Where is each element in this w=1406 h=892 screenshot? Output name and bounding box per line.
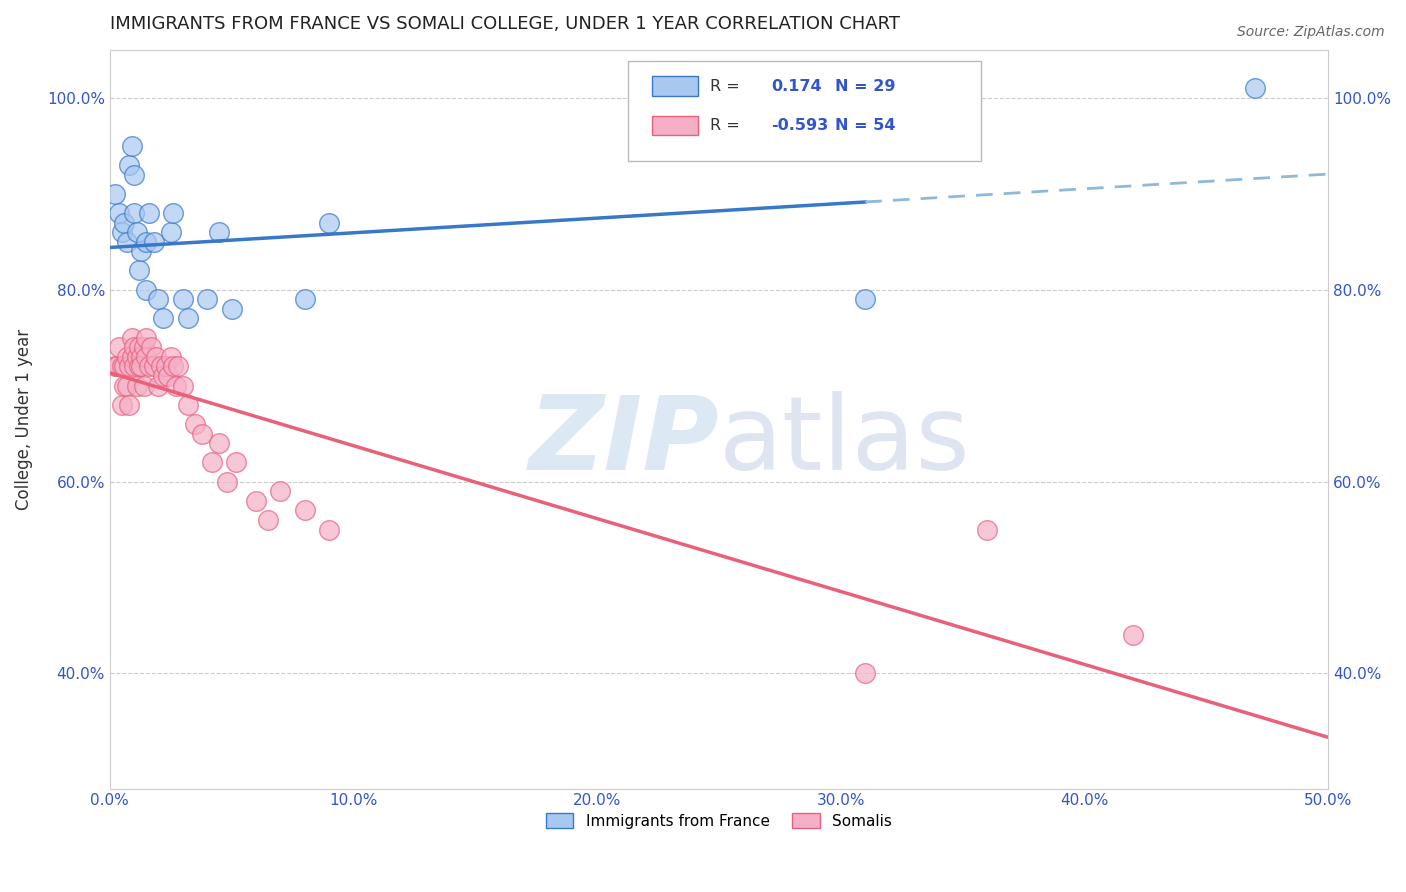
Point [145, 350, 167, 364]
Text: ZIP: ZIP [529, 391, 718, 491]
Point [132, 378, 155, 392]
Point [118, 158, 141, 172]
Point [215, 475, 238, 489]
Point [121, 331, 143, 345]
Point [131, 359, 153, 374]
Point [152, 369, 174, 384]
Text: atlas: atlas [718, 391, 970, 491]
FancyBboxPatch shape [627, 61, 981, 161]
Point [149, 359, 172, 374]
FancyBboxPatch shape [652, 77, 699, 95]
Y-axis label: College, Under 1 year: College, Under 1 year [15, 328, 32, 509]
Point [112, 378, 135, 392]
Point [208, 225, 231, 239]
Point [105, 359, 128, 374]
FancyBboxPatch shape [652, 116, 699, 135]
Point [142, 235, 165, 249]
Point [201, 455, 224, 469]
Point [125, 378, 148, 392]
Text: R =: R = [710, 78, 740, 94]
Point [225, 455, 247, 469]
Point [131, 350, 153, 364]
Point [112, 215, 135, 229]
Point [128, 263, 150, 277]
Point [208, 436, 231, 450]
Text: R =: R = [710, 118, 740, 133]
Point [172, 292, 194, 306]
Point [1244, 81, 1267, 95]
Point [177, 311, 200, 326]
Text: 0.174: 0.174 [772, 78, 823, 94]
Point [104, 359, 127, 374]
Point [155, 359, 177, 374]
Point [125, 350, 148, 364]
Point [125, 225, 148, 239]
Point [138, 206, 160, 220]
Text: IMMIGRANTS FROM FRANCE VS SOMALI COLLEGE, UNDER 1 YEAR CORRELATION CHART: IMMIGRANTS FROM FRANCE VS SOMALI COLLEGE… [110, 15, 900, 33]
Text: N = 29: N = 29 [835, 78, 896, 94]
Point [269, 484, 291, 499]
Point [162, 206, 184, 220]
Point [118, 359, 141, 374]
Point [167, 359, 190, 374]
Point [157, 369, 180, 384]
Point [111, 398, 134, 412]
Point [853, 292, 876, 306]
Point [165, 378, 187, 392]
Point [162, 359, 184, 374]
Point [195, 292, 218, 306]
Point [177, 398, 200, 412]
Point [135, 235, 157, 249]
Point [159, 225, 181, 239]
Point [104, 186, 127, 201]
Point [115, 350, 138, 364]
Point [135, 331, 157, 345]
Point [294, 292, 316, 306]
Point [121, 138, 143, 153]
Point [184, 417, 207, 431]
Point [108, 340, 131, 354]
Point [122, 168, 145, 182]
Point [1122, 628, 1144, 642]
Point [221, 301, 243, 316]
Point [976, 523, 998, 537]
Point [122, 359, 145, 374]
Point [853, 666, 876, 681]
Point [122, 340, 145, 354]
Point [141, 340, 163, 354]
Point [148, 378, 170, 392]
Point [142, 359, 165, 374]
Point [128, 340, 150, 354]
Point [135, 283, 157, 297]
Point [111, 359, 134, 374]
Text: N = 54: N = 54 [835, 118, 896, 133]
Point [318, 215, 340, 229]
Point [318, 523, 340, 537]
Point [294, 503, 316, 517]
Point [122, 206, 145, 220]
Legend: Immigrants from France, Somalis: Immigrants from France, Somalis [538, 805, 900, 837]
Point [148, 292, 170, 306]
Text: -0.593: -0.593 [772, 118, 828, 133]
Point [118, 398, 141, 412]
Point [191, 426, 214, 441]
Point [115, 378, 138, 392]
Point [131, 244, 153, 259]
Point [112, 359, 135, 374]
Point [132, 340, 155, 354]
Point [108, 206, 131, 220]
Text: Source: ZipAtlas.com: Source: ZipAtlas.com [1237, 25, 1385, 39]
Point [172, 378, 194, 392]
Point [121, 350, 143, 364]
Point [115, 235, 138, 249]
Point [111, 225, 134, 239]
Point [245, 493, 267, 508]
Point [135, 350, 157, 364]
Point [152, 311, 174, 326]
Point [128, 359, 150, 374]
Point [159, 350, 181, 364]
Point [138, 359, 160, 374]
Point [257, 513, 280, 527]
